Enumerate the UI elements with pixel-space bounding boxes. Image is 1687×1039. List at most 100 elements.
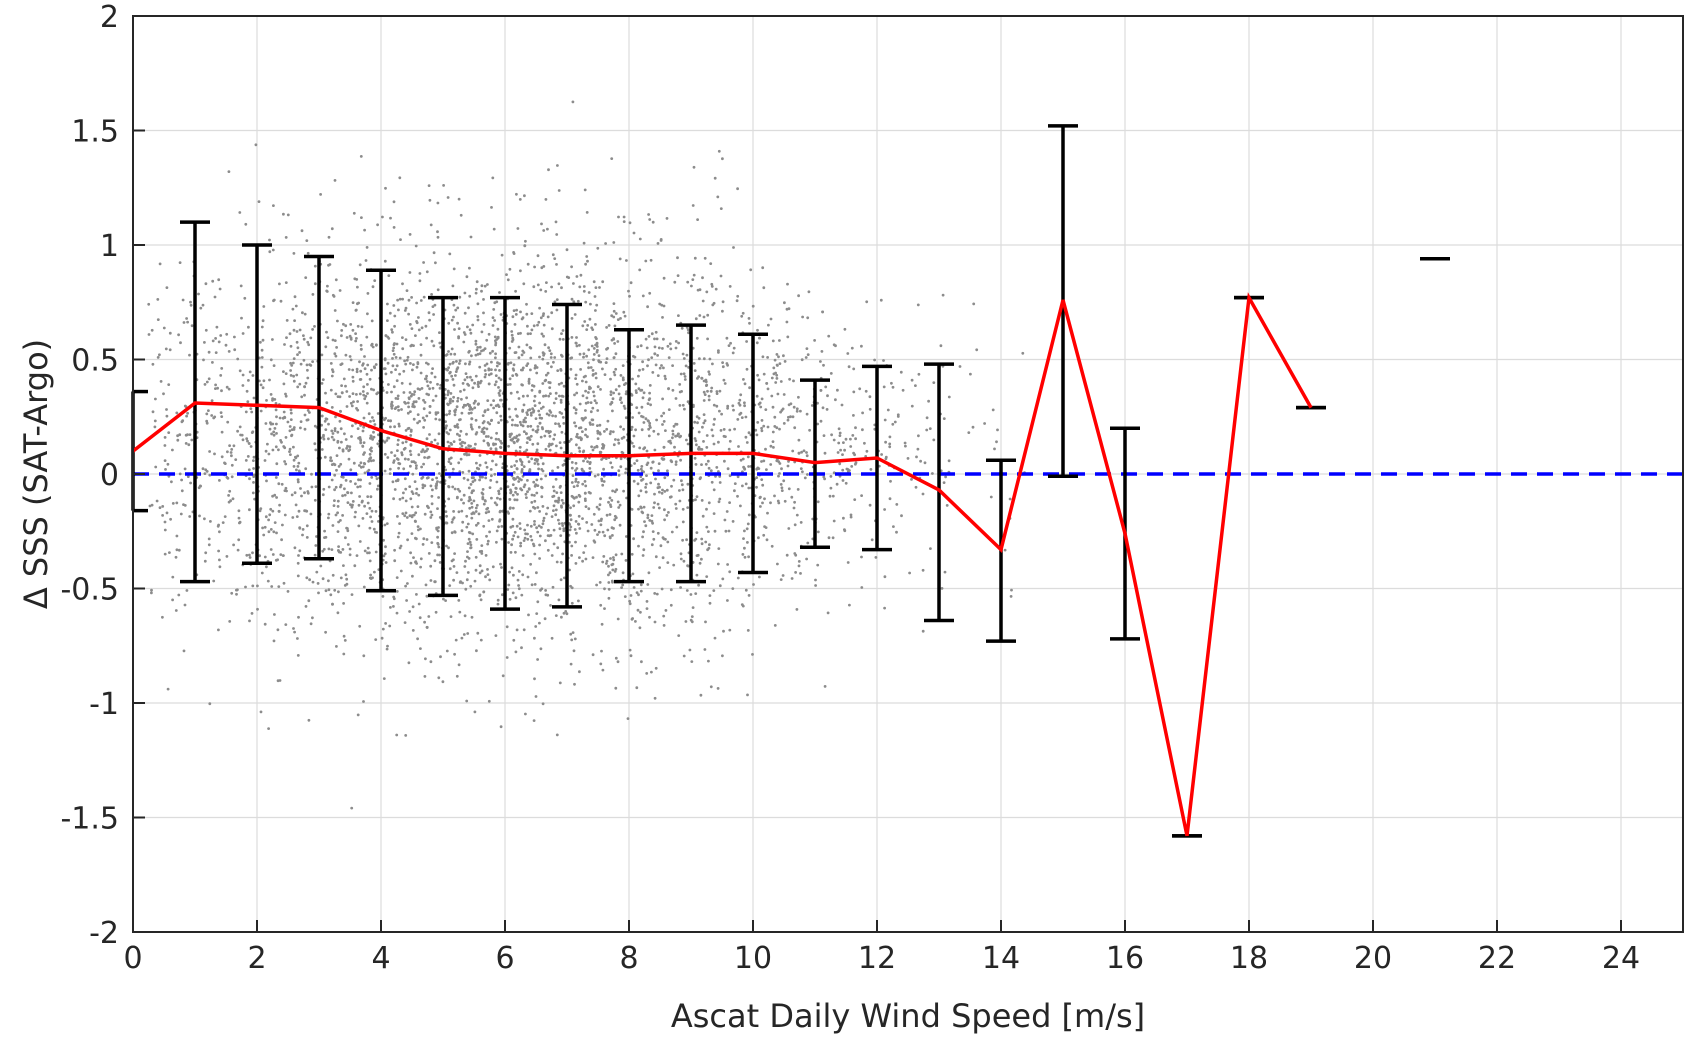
scatter-point — [547, 413, 551, 417]
scatter-point — [387, 337, 391, 340]
scatter-point — [341, 448, 345, 452]
scatter-point — [619, 465, 623, 469]
scatter-point — [584, 389, 587, 393]
scatter-point — [294, 456, 298, 460]
scatter-point — [679, 586, 682, 589]
scatter-point — [590, 344, 594, 348]
scatter-point — [284, 623, 288, 626]
scatter-point — [362, 425, 365, 429]
scatter-point — [269, 358, 273, 362]
scatter-point — [335, 346, 338, 349]
scatter-point — [773, 358, 777, 362]
y-tick-label: -2 — [89, 916, 119, 951]
scatter-point — [419, 353, 423, 357]
scatter-point — [306, 491, 310, 495]
scatter-point — [284, 394, 288, 398]
scatter-point — [298, 526, 302, 530]
scatter-point — [370, 342, 374, 346]
scatter-point — [611, 568, 615, 572]
x-tick-label: 20 — [1354, 941, 1392, 976]
scatter-point — [521, 316, 525, 320]
y-axis-label: Δ SSS (SAT-Argo) — [17, 339, 55, 609]
scatter-point — [737, 445, 740, 448]
scatter-point — [823, 477, 826, 481]
scatter-point — [515, 628, 519, 632]
scatter-point — [340, 391, 344, 395]
scatter-point — [264, 515, 268, 519]
scatter-point — [345, 405, 349, 408]
scatter-point — [649, 481, 653, 485]
scatter-point — [409, 561, 413, 565]
scatter-point — [442, 597, 445, 601]
scatter-point — [923, 461, 927, 465]
scatter-point — [637, 544, 640, 548]
scatter-point — [458, 359, 462, 363]
scatter-point — [434, 261, 437, 265]
scatter-point — [686, 328, 690, 332]
scatter-point — [552, 437, 556, 441]
scatter-point — [539, 407, 543, 410]
scatter-point — [591, 556, 595, 559]
scatter-point — [559, 491, 563, 494]
scatter-point — [452, 440, 456, 443]
scatter-point — [659, 544, 663, 548]
scatter-point — [690, 284, 693, 288]
scatter-point — [438, 472, 441, 475]
scatter-point — [546, 315, 550, 319]
scatter-point — [279, 553, 283, 556]
scatter-point — [537, 524, 541, 528]
scatter-point — [860, 586, 864, 589]
scatter-point — [240, 316, 243, 320]
scatter-point — [524, 492, 528, 496]
scatter-point — [512, 638, 516, 642]
scatter-point — [487, 699, 491, 703]
scatter-point — [228, 444, 232, 447]
scatter-point — [838, 431, 842, 435]
scatter-point — [213, 295, 217, 299]
scatter-point — [586, 435, 589, 439]
scatter-point — [375, 343, 378, 347]
scatter-point — [348, 553, 352, 557]
scatter-point — [614, 656, 618, 660]
scatter-point — [538, 306, 541, 310]
scatter-point — [507, 361, 510, 365]
scatter-point — [590, 418, 594, 422]
scatter-point — [403, 400, 406, 404]
scatter-point — [526, 332, 530, 336]
scatter-point — [524, 420, 527, 424]
scatter-point — [490, 368, 493, 371]
scatter-point — [464, 446, 468, 450]
scatter-point — [436, 382, 439, 386]
scatter-point — [415, 464, 418, 467]
scatter-point — [674, 507, 678, 510]
scatter-point — [542, 394, 545, 398]
scatter-point — [446, 402, 449, 406]
scatter-point — [643, 520, 646, 523]
scatter-point — [761, 266, 765, 270]
scatter-point — [368, 506, 372, 510]
scatter-point — [531, 428, 535, 432]
scatter-point — [329, 362, 333, 365]
scatter-point — [726, 404, 730, 408]
scatter-point — [515, 467, 519, 471]
scatter-point — [406, 355, 410, 359]
scatter-point — [526, 262, 530, 266]
scatter-point — [474, 555, 478, 559]
scatter-point — [543, 343, 547, 347]
scatter-point — [625, 259, 628, 262]
scatter-point — [438, 561, 442, 564]
scatter-point — [931, 472, 934, 475]
scatter-point — [422, 295, 426, 299]
scatter-point — [263, 555, 267, 559]
scatter-point — [358, 464, 361, 467]
scatter-point — [570, 317, 574, 320]
scatter-point — [514, 596, 518, 600]
scatter-point — [210, 414, 214, 417]
scatter-point — [925, 416, 929, 420]
scatter-point — [467, 411, 471, 415]
scatter-point — [917, 434, 920, 438]
scatter-point — [769, 444, 773, 448]
scatter-point — [436, 462, 439, 466]
scatter-point — [462, 476, 466, 480]
scatter-point — [550, 311, 554, 315]
